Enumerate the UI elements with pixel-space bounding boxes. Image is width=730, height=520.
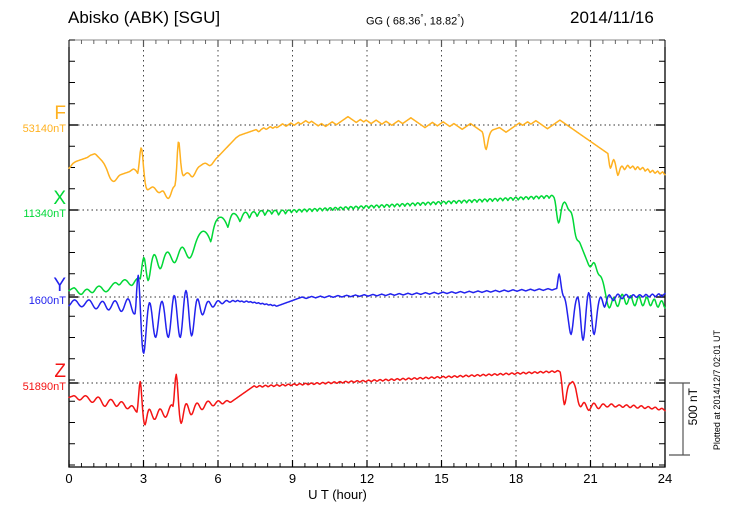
- x-tick-label-18: 18: [508, 471, 524, 486]
- geographic-coordinates: GG ( 68.36°, 18.82°): [366, 13, 464, 28]
- component-letter-Y: Y: [53, 275, 66, 296]
- x-tick-label-24: 24: [657, 471, 673, 486]
- x-tick-label-12: 12: [359, 471, 375, 486]
- scale-bar-label: 500 nT: [686, 388, 700, 426]
- component-letter-Z: Z: [54, 361, 66, 382]
- component-label-Y: Y 1600nT: [0, 276, 66, 307]
- x-axis-title-text: U T (hour): [308, 487, 367, 502]
- component-label-X: X 11340nT: [0, 189, 66, 220]
- component-letter-X: X: [53, 188, 66, 209]
- component-baseline-Y: 1600nT: [28, 294, 66, 307]
- station-title: Abisko (ABK) [SGU]: [68, 8, 221, 27]
- component-label-Z: Z 51890nT: [0, 362, 66, 393]
- observation-date: 2014/11/16: [570, 8, 654, 27]
- coords-lon: , 18.82: [423, 15, 458, 28]
- component-label-F: F 53140nT: [0, 104, 66, 135]
- component-baseline-X: 11340nT: [23, 207, 66, 220]
- axis-ticks: [68, 39, 666, 467]
- trace-layer: [68, 115, 666, 426]
- x-tick-label-21: 21: [583, 471, 598, 486]
- grid-layer: [69, 40, 665, 467]
- x-tick-label-9: 9: [288, 471, 297, 486]
- component-letter-F: F: [54, 103, 66, 124]
- coords-suffix: ): [460, 15, 465, 28]
- scale-bar: [669, 382, 690, 456]
- degree-sign-lat: °: [420, 13, 424, 22]
- x-tick-label-6: 6: [214, 471, 222, 486]
- degree-sign-lon: °: [457, 13, 461, 22]
- component-baseline-F: 53140nT: [22, 122, 66, 135]
- component-baseline-Z: 51890nT: [22, 380, 66, 393]
- plot-frame: [68, 39, 666, 468]
- x-axis-title: U T (hour): [0, 487, 730, 502]
- plotted-timestamp: Plotted at 2014/12/7 02:01 UT: [712, 330, 722, 451]
- x-tick-label-3: 3: [139, 471, 148, 486]
- coords-lat-prefix: GG ( 68.36: [366, 15, 421, 28]
- x-tick-label-15: 15: [434, 471, 449, 486]
- x-tick-label-0: 0: [65, 471, 73, 486]
